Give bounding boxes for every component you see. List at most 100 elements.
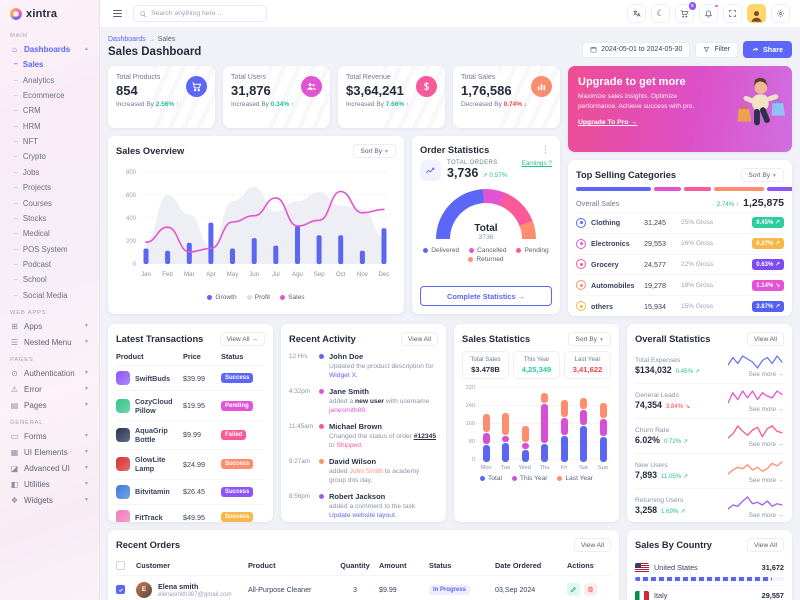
complete-statistics-button[interactable]: Complete Statistics → — [420, 286, 552, 306]
sidebar-subitem-pos-system[interactable]: – POS System — [0, 242, 99, 257]
sidebar-subitem-sales[interactable]: – Sales — [0, 57, 99, 72]
sidebar-subitem-nft[interactable]: – NFT — [0, 134, 99, 149]
stacked-bar[interactable] — [599, 402, 607, 462]
sidebar-item-ui-elements[interactable]: ▦ UI Elements ▼ — [0, 444, 99, 460]
page-content: Dashboards → Sales Sales Dashboard 2024-… — [100, 28, 800, 600]
transaction-row-glowlite-lamp[interactable]: GlowLite Lamp $24.99 Success — [116, 449, 265, 478]
overall-left: Churn Rate 6.02% 0.72% — [635, 427, 688, 445]
sidebar-subitem-courses[interactable]: – Courses — [0, 195, 99, 210]
see-more-link[interactable]: See more → — [748, 406, 784, 414]
sidebar-subitem-medical[interactable]: – Medical — [0, 226, 99, 241]
stat-card-total-products[interactable]: Total Products 854 Increased By 2.56% — [108, 66, 215, 128]
upgrade-link[interactable]: Upgrade To Pro → — [578, 119, 638, 127]
sidebar-item-authentication[interactable]: ⊙ Authentication ▼ — [0, 365, 99, 381]
sidebar-item-dashboards[interactable]: ⌂ Dashboards ▲ — [0, 41, 99, 57]
sidebar-subitem-stocks[interactable]: – Stocks — [0, 211, 99, 226]
search-input[interactable] — [134, 6, 266, 21]
sidebar-item-pages[interactable]: ▤ Pages ▼ — [0, 397, 99, 413]
stat-card-total-sales[interactable]: Total Sales 1,76,586 Decreased By 0.74% — [453, 66, 560, 128]
transaction-row-cozycloud-pillow[interactable]: CozyCloud Pillow $19.95 Pending — [116, 390, 265, 419]
svg-text:0: 0 — [133, 262, 137, 268]
legend-label: Last Year — [565, 475, 593, 482]
sales-statistics-sort-button[interactable]: Sort By ▼ — [568, 332, 611, 346]
bar-segment-last-year — [521, 426, 529, 443]
stacked-bar[interactable] — [521, 425, 529, 462]
country-row-united-states[interactable]: United States 31,672 — [635, 558, 784, 585]
bar-segment-4 — [766, 187, 792, 191]
see-more-link[interactable]: See more → — [748, 511, 784, 519]
sales-overview-sort-button[interactable]: Sort By ▼ — [353, 144, 396, 158]
transaction-row-fittrack[interactable]: FitTrack $49.95 Success — [116, 503, 265, 522]
country-view-all-button[interactable]: View All — [747, 538, 784, 552]
transactions-view-all-button[interactable]: View All → — [219, 332, 265, 346]
stacked-bar[interactable] — [560, 399, 568, 462]
translate-icon[interactable] — [627, 4, 646, 23]
date-range-picker[interactable]: 2024-05-01 to 2024-05-30 — [582, 41, 691, 58]
categories-progress-bar — [576, 187, 792, 191]
stat-card-total-users[interactable]: Total Users 31,876 Increased By 0.34% — [223, 66, 330, 128]
country-value: 31,672 — [761, 563, 784, 572]
top-categories-sort-button[interactable]: Sort By ▼ — [741, 168, 784, 182]
category-row-grocery[interactable]: Grocery 24,577 22% Gross 0.63% — [576, 253, 784, 275]
sidebar-item-widgets[interactable]: ❖ Widgets ▼ — [0, 492, 99, 508]
earnings-link[interactable]: Earnings ? — [521, 160, 552, 167]
sidebar-item-utilities[interactable]: ◧ Utilities ▼ — [0, 476, 99, 492]
stacked-bar[interactable] — [541, 392, 548, 462]
sidebar-subitem-ecommerce[interactable]: – Ecommerce — [0, 88, 99, 103]
sidebar-section-heading-pages: PAGES — [10, 357, 34, 363]
menu-toggle-icon[interactable] — [110, 7, 125, 21]
category-row-electronics[interactable]: Electronics 29,553 16% Gross 0.27% — [576, 232, 784, 254]
profile-avatar[interactable] — [747, 4, 766, 23]
category-row-others[interactable]: others 15,934 15% Gross 3.87% — [576, 295, 784, 316]
utilities-icon: ◧ — [10, 479, 19, 489]
edit-button[interactable] — [567, 583, 580, 596]
overall-view-all-button[interactable]: View All — [747, 332, 784, 346]
sidebar-subitem-crm[interactable]: – CRM — [0, 103, 99, 118]
country-name: Italy — [654, 591, 668, 600]
status-badge: Success — [221, 373, 254, 384]
sidebar-item-advanced-ui[interactable]: ◪ Advanced UI ▼ — [0, 460, 99, 476]
sidebar-subitem-projects[interactable]: – Projects — [0, 180, 99, 195]
sidebar-subitem-analytics[interactable]: – Analytics — [0, 72, 99, 87]
stat-card-total-revenue[interactable]: Total Revenue $3,64,241 Increased By 7.66% — [338, 66, 445, 128]
share-button[interactable]: Share — [743, 41, 792, 58]
metric-label: New Users — [635, 462, 668, 470]
transaction-row-bitvitamin[interactable]: Bitvitamin $26.45 Success — [116, 478, 265, 504]
sidebar-subitem-jobs[interactable]: – Jobs — [0, 165, 99, 180]
brand-logo[interactable]: xintra — [0, 0, 99, 26]
orders-view-all-button[interactable]: View All — [574, 538, 611, 552]
sidebar-subitem-crypto[interactable]: – Crypto — [0, 149, 99, 164]
delete-button[interactable] — [584, 583, 597, 596]
sidebar-subitem-social-media[interactable]: – Social Media — [0, 288, 99, 303]
transaction-row-swiftbuds[interactable]: SwiftBuds $39.99 Success — [116, 365, 265, 390]
breadcrumb-dashboards[interactable]: Dashboards — [108, 36, 146, 43]
sidebar-item-nested-menu[interactable]: ☰ Nested Menu ▼ — [0, 334, 99, 350]
row-checkbox[interactable] — [116, 585, 125, 594]
sidebar-subitem-hrm[interactable]: – HRM — [0, 119, 99, 134]
sidebar-item-forms[interactable]: ▭ Forms ▼ — [0, 428, 99, 444]
stacked-bar[interactable] — [502, 412, 509, 462]
cart-icon[interactable]: 5 — [675, 2, 696, 23]
select-all-checkbox[interactable] — [116, 561, 125, 570]
see-more-link[interactable]: See more → — [748, 476, 784, 484]
more-options-icon[interactable]: ⋮ — [541, 144, 550, 154]
activity-view-all-button[interactable]: View All — [401, 332, 438, 346]
category-row-automobiles[interactable]: Automobiles 19,278 18% Gross 1.14% — [576, 274, 784, 295]
sidebar-item-error[interactable]: ⚠ Error ▼ — [0, 381, 99, 397]
see-more-link[interactable]: See more → — [748, 371, 784, 378]
transaction-row-aquagrip-bottle[interactable]: AquaGrip Bottle $9.99 Failed — [116, 419, 265, 449]
bar-segment-total — [599, 437, 607, 462]
stacked-bar[interactable] — [580, 397, 587, 462]
sidebar-subitem-school[interactable]: – School — [0, 272, 99, 287]
country-row-italy[interactable]: Italy 29,557 — [635, 585, 784, 600]
sidebar-item-apps[interactable]: ⊞ Apps ▼ — [0, 318, 99, 334]
dark-mode-icon[interactable]: ☾ — [651, 4, 670, 23]
settings-gear-icon[interactable] — [771, 4, 790, 23]
notifications-icon[interactable] — [699, 3, 719, 23]
sidebar-subitem-podcast[interactable]: – Podcast — [0, 257, 99, 272]
fullscreen-icon[interactable] — [723, 4, 742, 23]
filter-button[interactable]: Filter — [695, 41, 739, 58]
stacked-bar[interactable] — [482, 413, 490, 462]
category-row-clothing[interactable]: Clothing 31,245 25% Gross 0.45% — [576, 212, 784, 233]
see-more-link[interactable]: See more → — [748, 441, 784, 449]
